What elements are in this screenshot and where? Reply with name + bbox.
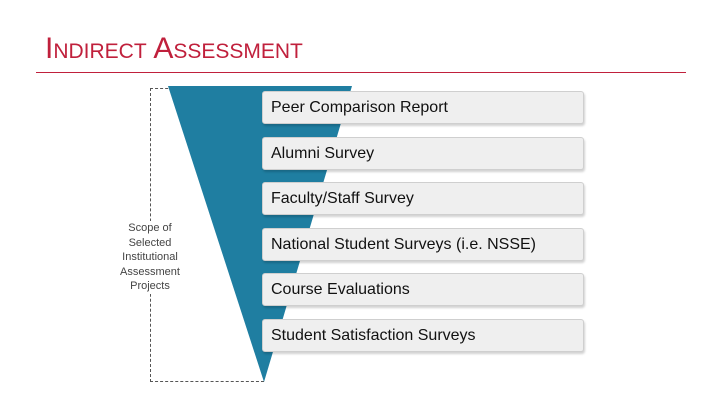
list-item-course-evaluations: Course Evaluations [262,273,584,306]
scope-label: Scope of Selected Institutional Assessme… [110,221,190,294]
list-item-alumni-survey: Alumni Survey [262,137,584,170]
list-item-national-student-surveys: National Student Surveys (i.e. NSSE) [262,228,584,261]
title-underline [36,72,686,73]
slide-title: Indirect Assessment [45,32,303,65]
list-item-faculty-staff-survey: Faculty/Staff Survey [262,182,584,215]
list-item-peer-comparison-report: Peer Comparison Report [262,91,584,124]
list-item-student-satisfaction-surveys: Student Satisfaction Surveys [262,319,584,352]
